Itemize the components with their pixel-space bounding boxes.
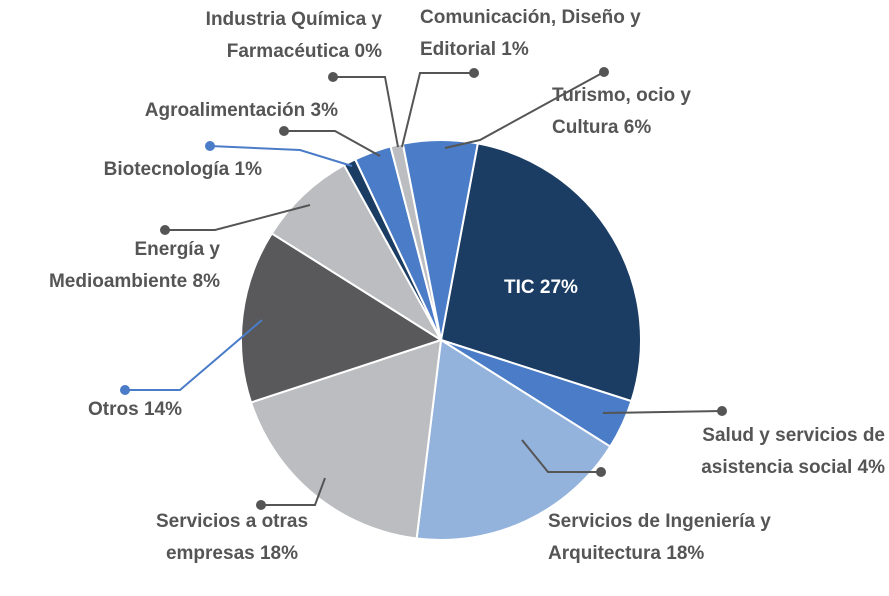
pie-slice bbox=[249, 338, 443, 540]
category-name: Agroalimentación bbox=[144, 100, 306, 121]
slice-label: Turismo, ocio y Cultura 6% bbox=[552, 80, 727, 144]
category-name: Servicios a otras empresas bbox=[155, 511, 309, 564]
category-name: Biotecnología bbox=[103, 159, 230, 180]
slice-label: Salud y servicios de asistencia social 4… bbox=[660, 420, 885, 484]
pie-slice bbox=[439, 142, 642, 403]
category-name: Comunicación, Diseño y Editorial bbox=[420, 7, 641, 60]
leader-line bbox=[333, 76, 399, 148]
category-name: Servicios de Ingeniería y Arquitectura bbox=[548, 511, 771, 564]
leader-line bbox=[284, 130, 381, 157]
slice-label: Industria Química y Farmacéutica 0% bbox=[167, 4, 382, 68]
leader-line bbox=[602, 410, 723, 414]
value-label: 8% bbox=[192, 271, 220, 292]
category-name: Otros bbox=[88, 399, 139, 420]
value-label: 3% bbox=[310, 100, 338, 121]
value-label: 0% bbox=[354, 41, 382, 62]
leader-dot bbox=[120, 385, 130, 395]
leader-dot bbox=[328, 72, 338, 82]
leader-line bbox=[401, 72, 474, 148]
value-label: 1% bbox=[501, 39, 529, 60]
leader-line bbox=[165, 204, 311, 231]
leader-dot bbox=[160, 225, 170, 235]
slice-label: Servicios de Ingeniería y Arquitectura 1… bbox=[548, 506, 818, 570]
leader-dot bbox=[279, 126, 289, 136]
leader-dot bbox=[599, 67, 609, 77]
value-label: 4% bbox=[857, 457, 885, 478]
slice-label: Servicios a otras empresas 18% bbox=[132, 506, 332, 570]
slice-label: Energía y Medioambiente 8% bbox=[20, 234, 220, 298]
leader-dot bbox=[596, 467, 606, 477]
slice-label: TIC 27% bbox=[441, 272, 641, 304]
leader-dot bbox=[717, 406, 727, 416]
leader-line bbox=[261, 477, 326, 506]
leader-dot bbox=[256, 500, 266, 510]
slice-label: Agroalimentación 3% bbox=[88, 95, 338, 127]
pie-slice bbox=[415, 338, 612, 541]
value-label: 14% bbox=[143, 399, 182, 420]
value-label: 1% bbox=[234, 159, 262, 180]
value-label: 27% bbox=[539, 277, 578, 298]
slice-label: Otros 14% bbox=[32, 394, 182, 426]
leader-line bbox=[444, 71, 605, 149]
value-label: 18% bbox=[666, 543, 705, 564]
leader-line bbox=[521, 439, 601, 473]
pie-slice bbox=[270, 163, 442, 341]
leader-dot bbox=[205, 141, 215, 151]
category-name: Industria Química y Farmacéutica bbox=[205, 9, 382, 62]
value-label: 6% bbox=[623, 117, 652, 138]
category-name: Salud y servicios de asistencia social bbox=[701, 425, 885, 478]
category-name: Energía y Medioambiente bbox=[48, 239, 220, 292]
slice-label: Comunicación, Diseño y Editorial 1% bbox=[420, 2, 648, 66]
pie-slice bbox=[240, 232, 444, 404]
category-name: Turismo, ocio y Cultura bbox=[552, 85, 692, 138]
category-name: TIC bbox=[504, 277, 535, 298]
slice-label: Biotecnología 1% bbox=[12, 154, 262, 186]
leader-line bbox=[125, 319, 263, 391]
leader-line bbox=[209, 145, 353, 167]
leader-dot bbox=[469, 68, 479, 78]
value-label: 18% bbox=[259, 543, 299, 564]
